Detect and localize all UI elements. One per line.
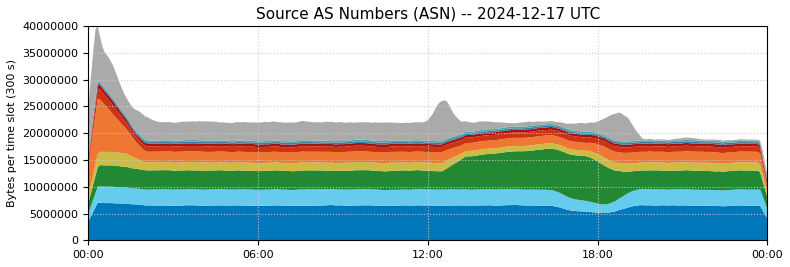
Title: Source AS Numbers (ASN) -- 2024-12-17 UTC: Source AS Numbers (ASN) -- 2024-12-17 UT… xyxy=(256,7,600,22)
Y-axis label: Bytes per time slot (300 s): Bytes per time slot (300 s) xyxy=(7,59,17,207)
